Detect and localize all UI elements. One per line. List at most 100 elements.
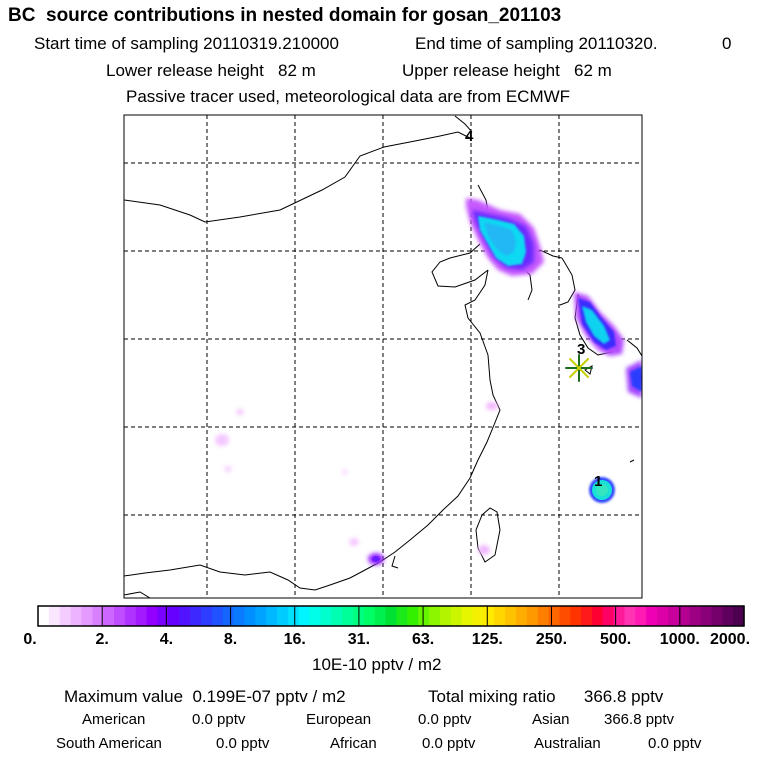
colorbar-cell: [244, 606, 256, 626]
marker-label-4: 4: [465, 128, 474, 145]
colorbar-tick-label: 250.: [535, 631, 568, 648]
region-value-south-american: 0.0 pptv: [216, 735, 270, 752]
region-label-european: European: [306, 711, 372, 728]
region-label-south-american: South American: [56, 735, 162, 752]
colorbar-cell: [211, 606, 224, 626]
colorbar-cell: [429, 606, 441, 626]
colorbar-cell: [124, 606, 137, 626]
region-value-african: 0.0 pptv: [422, 735, 476, 752]
plume-south-china: [368, 553, 384, 565]
colorbar-tick-label: 31.: [347, 631, 371, 648]
colorbar-cell: [646, 606, 658, 626]
colorbar-cell: [233, 606, 245, 626]
colorbar-cell: [59, 606, 72, 626]
colorbar-cell: [309, 606, 321, 626]
plume-faint-patches: [215, 402, 498, 555]
region-label-american: American: [82, 711, 146, 728]
colorbar-cell: [81, 606, 93, 626]
colorbar-tick-label: 2000.: [709, 631, 751, 648]
colorbar-cell: [92, 606, 104, 626]
tracer-note: Passive tracer used, meteorological data…: [126, 87, 571, 106]
colorbar-cell: [613, 606, 626, 626]
map-frame: [123, 114, 643, 599]
region-value-american: 0.0 pptv: [192, 711, 246, 728]
colorbar-tick-label: 63.: [411, 631, 435, 648]
marker-label-1: 1: [594, 473, 602, 490]
region-value-australian: 0.0 pptv: [648, 735, 702, 752]
marker-label-3: 3: [577, 341, 585, 358]
colorbar-cell: [450, 606, 463, 626]
colorbar-cell: [287, 606, 300, 626]
colorbar-cell: [385, 606, 398, 626]
colorbar-tick-label: 16.: [283, 631, 306, 648]
end-time-label: End time of sampling 20110320.: [415, 34, 658, 53]
colorbar-cell: [255, 606, 267, 626]
colorbar-cell: [537, 606, 550, 626]
colorbar-cell: [689, 606, 702, 626]
colorbar-cell: [483, 606, 495, 626]
colorbar-cell: [559, 606, 571, 626]
colorbar-tick-label: 2.: [95, 631, 109, 648]
colorbar-cell: [494, 606, 506, 626]
region-value-european: 0.0 pptv: [418, 711, 472, 728]
region-label-australian: Australian: [534, 735, 601, 752]
colorbar-tick-label: 8.: [223, 631, 238, 648]
colorbar-cell: [342, 606, 354, 626]
plume-receptor-1: [589, 477, 615, 503]
colorbar-cell: [505, 606, 517, 626]
colorbar-cell: [700, 606, 713, 626]
colorbar-cell: [276, 606, 289, 626]
colorbar-cell: [38, 606, 50, 626]
colorbar-cell: [168, 606, 180, 626]
colorbar-cell: [320, 606, 332, 626]
end-time-suffix: 0: [722, 34, 732, 53]
colorbar-unit: 10E-10 pptv / m2: [312, 655, 442, 674]
colorbar-cell: [157, 606, 169, 626]
colorbar-cell: [418, 606, 430, 626]
graticule: [124, 115, 642, 598]
colorbar-cell: [667, 606, 680, 626]
plume-northeast-china: [466, 198, 544, 276]
colorbar-cell: [363, 606, 376, 626]
colorbar-cell: [222, 606, 235, 626]
lower-release-height: Lower release height 82 m: [106, 61, 316, 80]
colorbar-cell: [266, 606, 278, 626]
colorbar-tick-label: 4.: [159, 631, 174, 648]
colorbar-cell: [114, 606, 126, 626]
colorbar-cell: [581, 606, 593, 626]
colorbar-tick-label: 0.: [23, 631, 37, 648]
plume-japan: [626, 360, 642, 398]
colorbar-cell: [472, 606, 484, 626]
total-mixing-ratio: Total mixing ratio 366.8 pptv: [428, 687, 664, 706]
colorbar-cell: [331, 606, 343, 626]
region-label-asian: Asian: [532, 711, 570, 728]
colorbar-cell: [591, 606, 604, 626]
colorbar-cell: [602, 606, 615, 626]
colorbar-cell: [733, 606, 745, 626]
colorbar-cell: [678, 606, 691, 626]
chart-title: BC source contributions in nested domain…: [8, 5, 562, 26]
colorbar-cell: [711, 606, 723, 626]
colorbar-cell: [526, 606, 539, 626]
colorbar-cell: [635, 606, 647, 626]
colorbar-cell: [515, 606, 528, 626]
colorbar-cell: [135, 606, 148, 626]
colorbar-tick-label: 125.: [471, 631, 503, 648]
colorbar-cell: [103, 606, 115, 626]
region-value-asian: 366.8 pptv: [604, 711, 675, 728]
colorbar-tick-label: 1000.: [659, 631, 700, 648]
colorbar-cell: [190, 606, 202, 626]
start-time-label: Start time of sampling 20110319.210000: [34, 34, 339, 53]
colorbar-cell: [439, 606, 452, 626]
colorbar-cell: [461, 606, 474, 626]
colorbar-cell: [200, 606, 213, 626]
region-label-african: African: [330, 735, 377, 752]
colorbar-tick-label: 500.: [600, 631, 632, 648]
colorbar-cell: [146, 606, 159, 626]
colorbar-cell: [548, 606, 560, 626]
colorbar-cell: [179, 606, 191, 626]
colorbar-cell: [407, 606, 419, 626]
upper-release-height: Upper release height 62 m: [402, 61, 612, 80]
